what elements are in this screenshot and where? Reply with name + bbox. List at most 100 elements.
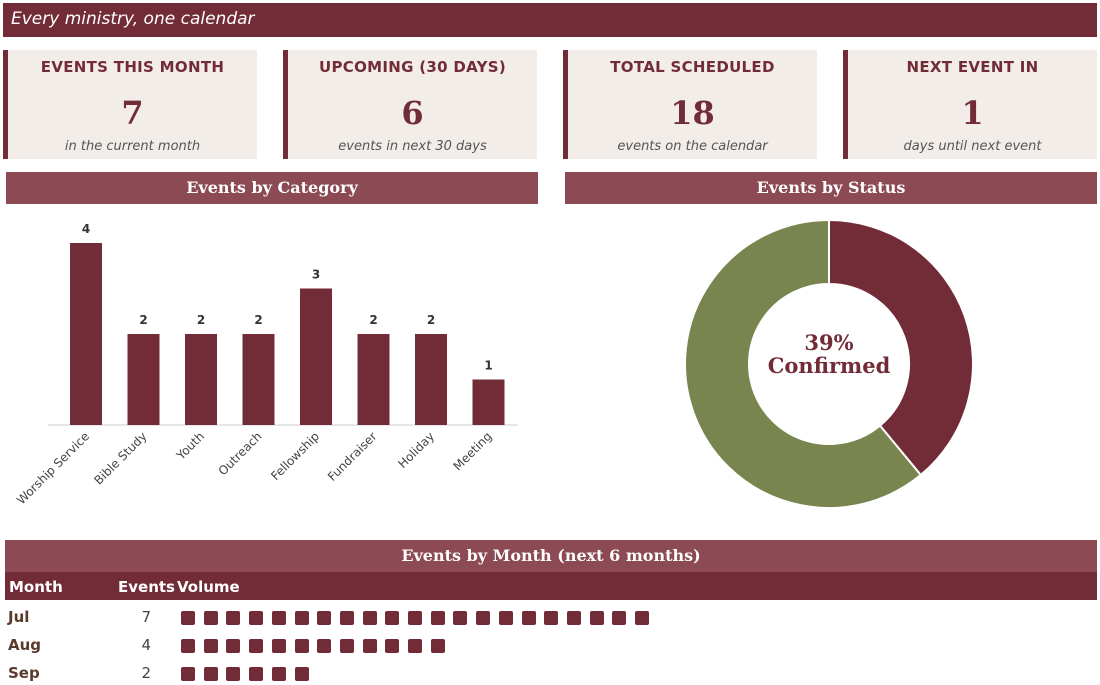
data-label: 3 [312, 268, 320, 282]
donut-center-label: Confirmed [768, 353, 891, 378]
month-panel-title: Events by Month (next 6 months) [5, 540, 1097, 572]
volume-square [226, 639, 241, 653]
volume-square [385, 639, 400, 653]
month-event-count: 7 [141, 608, 151, 626]
bar [242, 334, 275, 425]
volume-square [271, 639, 286, 653]
volume-square [498, 611, 513, 625]
bar [127, 334, 160, 425]
volume-square [226, 667, 241, 681]
bar [472, 379, 505, 425]
volume-square [203, 667, 218, 681]
kpi-value: 7 [121, 94, 144, 132]
volume-square [362, 611, 377, 625]
month-table-header: Month Events Volume [5, 572, 1097, 600]
column-header-month: Month [9, 578, 63, 596]
kpi-card-upcoming: UPCOMING (30 DAYS) 6 events in next 30 d… [283, 50, 537, 159]
month-event-count: 4 [141, 636, 151, 654]
volume-square [453, 611, 468, 625]
month-name: Jul [8, 608, 30, 626]
month-event-count: 2 [141, 664, 151, 682]
kpi-subtitle: in the current month [64, 139, 201, 154]
header-banner: Every ministry, one calendar [3, 3, 1097, 37]
volume-square [271, 611, 286, 625]
volume-square [249, 639, 264, 653]
status-panel-title: Events by Status [565, 172, 1097, 204]
month-name: Sep [8, 664, 40, 682]
table-row: Aug 4 [5, 631, 1097, 659]
status-donut-chart: 39% Confirmed [684, 218, 974, 509]
kpi-value: 18 [670, 94, 715, 132]
volume-square [521, 611, 536, 625]
volume-square [566, 611, 581, 625]
category-label: Holiday [395, 429, 437, 471]
column-header-events: Events [118, 578, 175, 596]
volume-square [362, 639, 377, 653]
kpi-title: TOTAL SCHEDULED [610, 58, 775, 76]
volume-square [203, 639, 218, 653]
bar [70, 243, 102, 425]
volume-square [317, 611, 332, 625]
kpi-card-total-scheduled: TOTAL SCHEDULED 18 events on the calenda… [563, 50, 817, 159]
volume-square [181, 611, 195, 625]
volume-square [203, 611, 218, 625]
kpi-subtitle: events in next 30 days [338, 139, 487, 154]
kpi-title: UPCOMING (30 DAYS) [318, 58, 507, 76]
volume-square [589, 611, 604, 625]
kpi-card-events-this-month: EVENTS THIS MONTH 7 in the current month [3, 50, 257, 159]
column-header-volume: Volume [177, 578, 240, 596]
volume-square [476, 611, 491, 625]
category-label: Outreach [216, 429, 265, 478]
volume-square [249, 611, 264, 625]
volume-square [544, 611, 559, 625]
data-label: 2 [197, 313, 205, 327]
volume-square [635, 611, 649, 625]
kpi-title: NEXT EVENT IN [906, 58, 1039, 76]
bar [357, 334, 390, 425]
volume-square [181, 667, 195, 681]
volume-square [294, 667, 309, 681]
category-label: Worship Service [14, 429, 92, 507]
volume-square [430, 611, 445, 625]
volume-square [249, 667, 264, 681]
data-label: 2 [139, 313, 147, 327]
volume-square [408, 611, 422, 625]
data-label: 4 [82, 222, 90, 236]
donut-slice [828, 218, 974, 477]
kpi-title: EVENTS THIS MONTH [40, 58, 225, 76]
kpi-subtitle: events on the calendar [617, 139, 768, 154]
volume-square [181, 639, 195, 653]
volume-square [294, 611, 309, 625]
bar [415, 334, 447, 425]
kpi-card-next-event: NEXT EVENT IN 1 days until next event [843, 50, 1097, 159]
volume-square [430, 639, 445, 653]
donut-slice [684, 218, 923, 509]
data-label: 2 [254, 313, 262, 327]
month-name: Aug [8, 636, 42, 654]
volume-square [339, 611, 354, 625]
bar [300, 288, 332, 425]
kpi-value: 6 [401, 94, 424, 132]
category-label: Youth [173, 429, 207, 463]
table-row: Sep 2 [5, 659, 1097, 685]
bar [185, 334, 217, 425]
category-bar-chart: 4 Worship Service 2 Bible Study 2 Youth 2 Outre… [14, 222, 518, 507]
volume-square [408, 639, 422, 653]
header-tagline: Every ministry, one calendar [11, 9, 255, 29]
kpi-subtitle: days until next event [903, 139, 1042, 154]
volume-square [226, 611, 241, 625]
category-label: Meeting [451, 429, 495, 473]
category-label: Bible Study [91, 429, 149, 487]
volume-square [612, 611, 627, 625]
category-label: Fellowship [268, 429, 322, 483]
volume-square [317, 639, 332, 653]
volume-square [271, 667, 286, 681]
volume-square [294, 639, 309, 653]
data-label: 2 [427, 313, 435, 327]
category-label: Fundraiser [325, 429, 380, 484]
volume-square [385, 611, 400, 625]
donut-center-value: 39% [804, 330, 853, 355]
volume-square [339, 639, 354, 653]
data-label: 1 [484, 359, 492, 373]
data-label: 2 [369, 313, 377, 327]
